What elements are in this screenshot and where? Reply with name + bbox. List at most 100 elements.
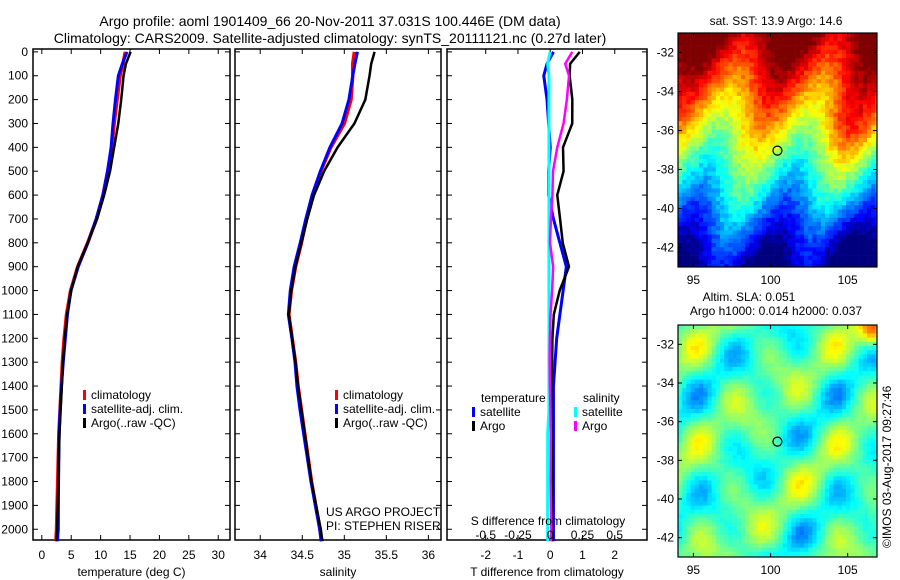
map-cell [682,243,687,248]
map-cell [770,121,775,126]
map-cell [820,213,826,219]
map-cell [862,379,868,385]
profile-panel-2: 34 34.5 35 35.5 36salinityclimatologysatelli… [234,48,442,579]
map-cell [795,146,801,151]
map-cell [829,209,834,214]
map-cell [862,434,868,439]
map-cell [686,417,691,422]
map-cell [774,354,780,359]
map-cell [875,417,877,422]
map-cell [795,358,801,364]
map-cell [783,163,788,168]
map-cell [736,337,742,343]
map-cell [707,66,712,72]
map-cell [778,154,784,160]
map-cell [728,184,733,189]
map-cell [753,100,759,105]
map-cell [812,175,817,181]
map-cell [778,33,784,38]
map-cell [862,230,868,235]
map-cell [707,333,712,338]
map-cell [825,455,830,460]
map-cell [711,129,717,135]
map-cell [812,150,817,156]
map-cell [862,201,868,206]
map-cell [862,400,868,406]
map-cell [816,383,822,389]
map-cell [820,333,826,338]
map-cell [678,83,683,88]
map-cell [753,138,759,143]
map-cell [787,346,792,351]
map-cell [757,234,763,240]
map-cell [825,175,830,181]
map-cell [707,91,712,97]
legend-label: Argo(..raw -QC) [343,416,428,430]
map-cell [841,383,847,389]
map-cell [816,188,822,193]
map-cell [812,184,817,189]
map-cell [749,409,754,414]
map-cell [867,413,872,418]
map-cell [728,66,733,72]
map-cell [841,79,847,84]
map-cell [720,66,725,72]
map-cell [707,446,712,452]
map-cell [724,251,729,256]
map-cell [816,337,822,343]
map-cell [787,150,792,156]
map-cell [862,259,868,265]
map-cell [753,451,759,456]
map-cell [867,400,872,406]
map-cell [694,396,700,401]
map-cell [837,375,843,380]
map-cell [825,251,830,256]
map-cell [787,159,792,164]
map-cell [762,396,767,401]
map-cell [820,125,826,130]
map-cell [724,66,729,72]
map-cell [728,243,733,248]
map-cell [694,341,700,347]
map-cell [699,41,704,46]
map-cell [699,180,704,185]
map-cell [854,125,859,130]
map-cell [846,154,851,160]
map-cell [724,367,729,372]
map-cell [854,455,859,460]
map-cell [699,150,704,156]
map-cell [841,175,847,181]
map-cell [783,188,788,193]
map-cell [711,45,717,51]
map-cell [867,259,872,265]
map-cell [820,37,826,42]
map-cell [724,91,729,97]
map-cell [699,409,704,414]
map-cell [812,421,817,427]
map-cell [795,100,801,105]
map-cell [799,371,805,376]
map-cell [745,129,750,135]
map-cell [787,350,792,355]
map-cell [812,222,817,227]
map-cell [757,175,763,181]
map-cell [728,409,733,414]
map-cell [770,255,775,261]
map-cell [715,455,721,460]
map-cell [766,396,771,401]
map-cell [753,58,759,63]
map-cell [829,154,834,160]
map-cell [850,75,855,80]
map-cell [816,238,822,244]
map-cell [678,217,683,223]
map-cell [745,329,750,334]
map-cell [720,425,725,431]
map-cell [787,463,792,469]
map-cell [707,188,712,193]
map-cell [732,205,738,210]
map-cell [816,62,822,67]
map-cell [694,434,700,439]
map-cell [707,350,712,355]
map-cell [808,438,813,443]
map-cell [774,159,780,164]
